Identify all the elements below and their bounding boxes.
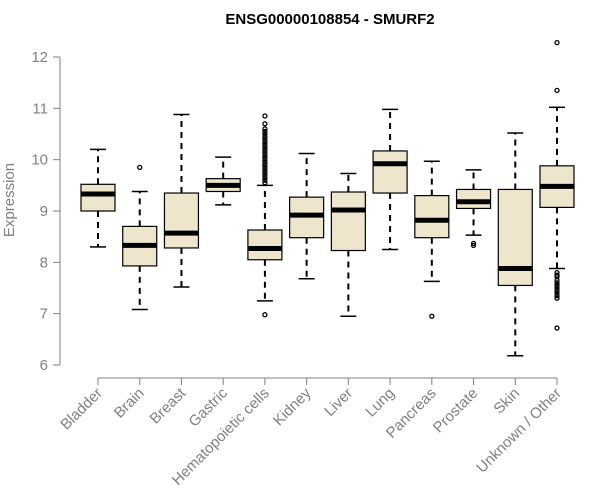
iqr-box bbox=[330, 191, 366, 252]
outlier-point bbox=[262, 162, 268, 168]
outlier-point bbox=[262, 131, 268, 137]
outlier-point bbox=[262, 141, 268, 147]
outlier-point bbox=[554, 290, 560, 296]
outlier-point bbox=[262, 172, 268, 178]
outlier-point bbox=[262, 126, 268, 132]
box-skin bbox=[497, 132, 533, 357]
outlier-point bbox=[262, 169, 268, 176]
outlier-point bbox=[554, 39, 560, 46]
box-gastric bbox=[205, 156, 241, 206]
outlier-point bbox=[262, 149, 268, 155]
outlier-point bbox=[262, 139, 268, 145]
box-bladder bbox=[80, 148, 116, 248]
outlier-point bbox=[262, 174, 268, 181]
outlier-point bbox=[262, 157, 268, 163]
box-pancreas bbox=[414, 160, 450, 319]
y-tick-label: 10 bbox=[31, 152, 48, 169]
outlier-point bbox=[554, 295, 560, 301]
chart-title: ENSG00000108854 - SMURF2 bbox=[225, 11, 434, 28]
iqr-box bbox=[80, 183, 116, 212]
outlier-point bbox=[554, 87, 560, 94]
box-unknown-other bbox=[539, 39, 575, 331]
iqr-box bbox=[497, 188, 533, 287]
outlier-point bbox=[262, 180, 268, 186]
y-tick-label: 12 bbox=[31, 49, 48, 66]
outlier-point bbox=[262, 164, 268, 171]
outlier-point bbox=[554, 287, 560, 294]
box-liver bbox=[330, 172, 366, 317]
x-tick-label: Lung bbox=[362, 385, 398, 421]
outlier-point bbox=[262, 159, 268, 165]
x-tick-label: Brain bbox=[111, 385, 148, 422]
iqr-box bbox=[372, 150, 408, 194]
outlier-point bbox=[554, 282, 560, 289]
outlier-point bbox=[262, 154, 268, 160]
outlier-point bbox=[262, 312, 268, 318]
iqr-box bbox=[247, 229, 283, 261]
outlier-point bbox=[262, 146, 268, 153]
y-tick-label: 7 bbox=[40, 306, 48, 323]
y-tick-label: 8 bbox=[40, 254, 48, 271]
iqr-box bbox=[414, 195, 450, 239]
outlier-point bbox=[554, 293, 560, 299]
box-hematopoietic-cells bbox=[247, 113, 283, 318]
outlier-point bbox=[262, 177, 268, 183]
outlier-point bbox=[554, 325, 560, 331]
box-lung bbox=[372, 108, 408, 251]
y-tick-label: 11 bbox=[32, 100, 48, 117]
x-tick-label: Kidney bbox=[270, 384, 315, 429]
outlier-point bbox=[262, 151, 268, 158]
iqr-box bbox=[163, 192, 200, 249]
outlier-point bbox=[470, 240, 477, 246]
box-breast bbox=[163, 113, 200, 288]
outlier-point bbox=[429, 313, 435, 319]
outlier-point bbox=[262, 167, 268, 173]
x-tick-label: Bladder bbox=[57, 385, 106, 434]
outlier-point bbox=[470, 242, 477, 249]
box-kidney bbox=[289, 152, 325, 280]
x-tick-label: Liver bbox=[321, 385, 356, 420]
iqr-box bbox=[455, 188, 492, 210]
box-brain bbox=[122, 164, 158, 311]
outlier-point bbox=[262, 136, 268, 142]
outlier-point bbox=[262, 128, 268, 135]
y-tick-label: 6 bbox=[40, 357, 48, 374]
outlier-point bbox=[262, 133, 268, 140]
box-prostate bbox=[455, 169, 492, 249]
x-tick-label: Prostate bbox=[430, 385, 482, 437]
x-tick-label: Breast bbox=[147, 384, 190, 427]
outlier-point bbox=[137, 164, 143, 171]
y-axis-label: Expression bbox=[1, 163, 18, 237]
outlier-point bbox=[554, 285, 560, 291]
outlier-point bbox=[262, 144, 268, 150]
outlier-point bbox=[262, 113, 268, 119]
x-tick-label: Skin bbox=[490, 385, 523, 418]
outlier-point bbox=[554, 280, 560, 286]
outlier-point bbox=[554, 269, 560, 276]
y-tick-label: 9 bbox=[40, 203, 48, 220]
outlier-point bbox=[554, 272, 560, 278]
outlier-point bbox=[262, 121, 268, 127]
boxes bbox=[80, 39, 575, 357]
